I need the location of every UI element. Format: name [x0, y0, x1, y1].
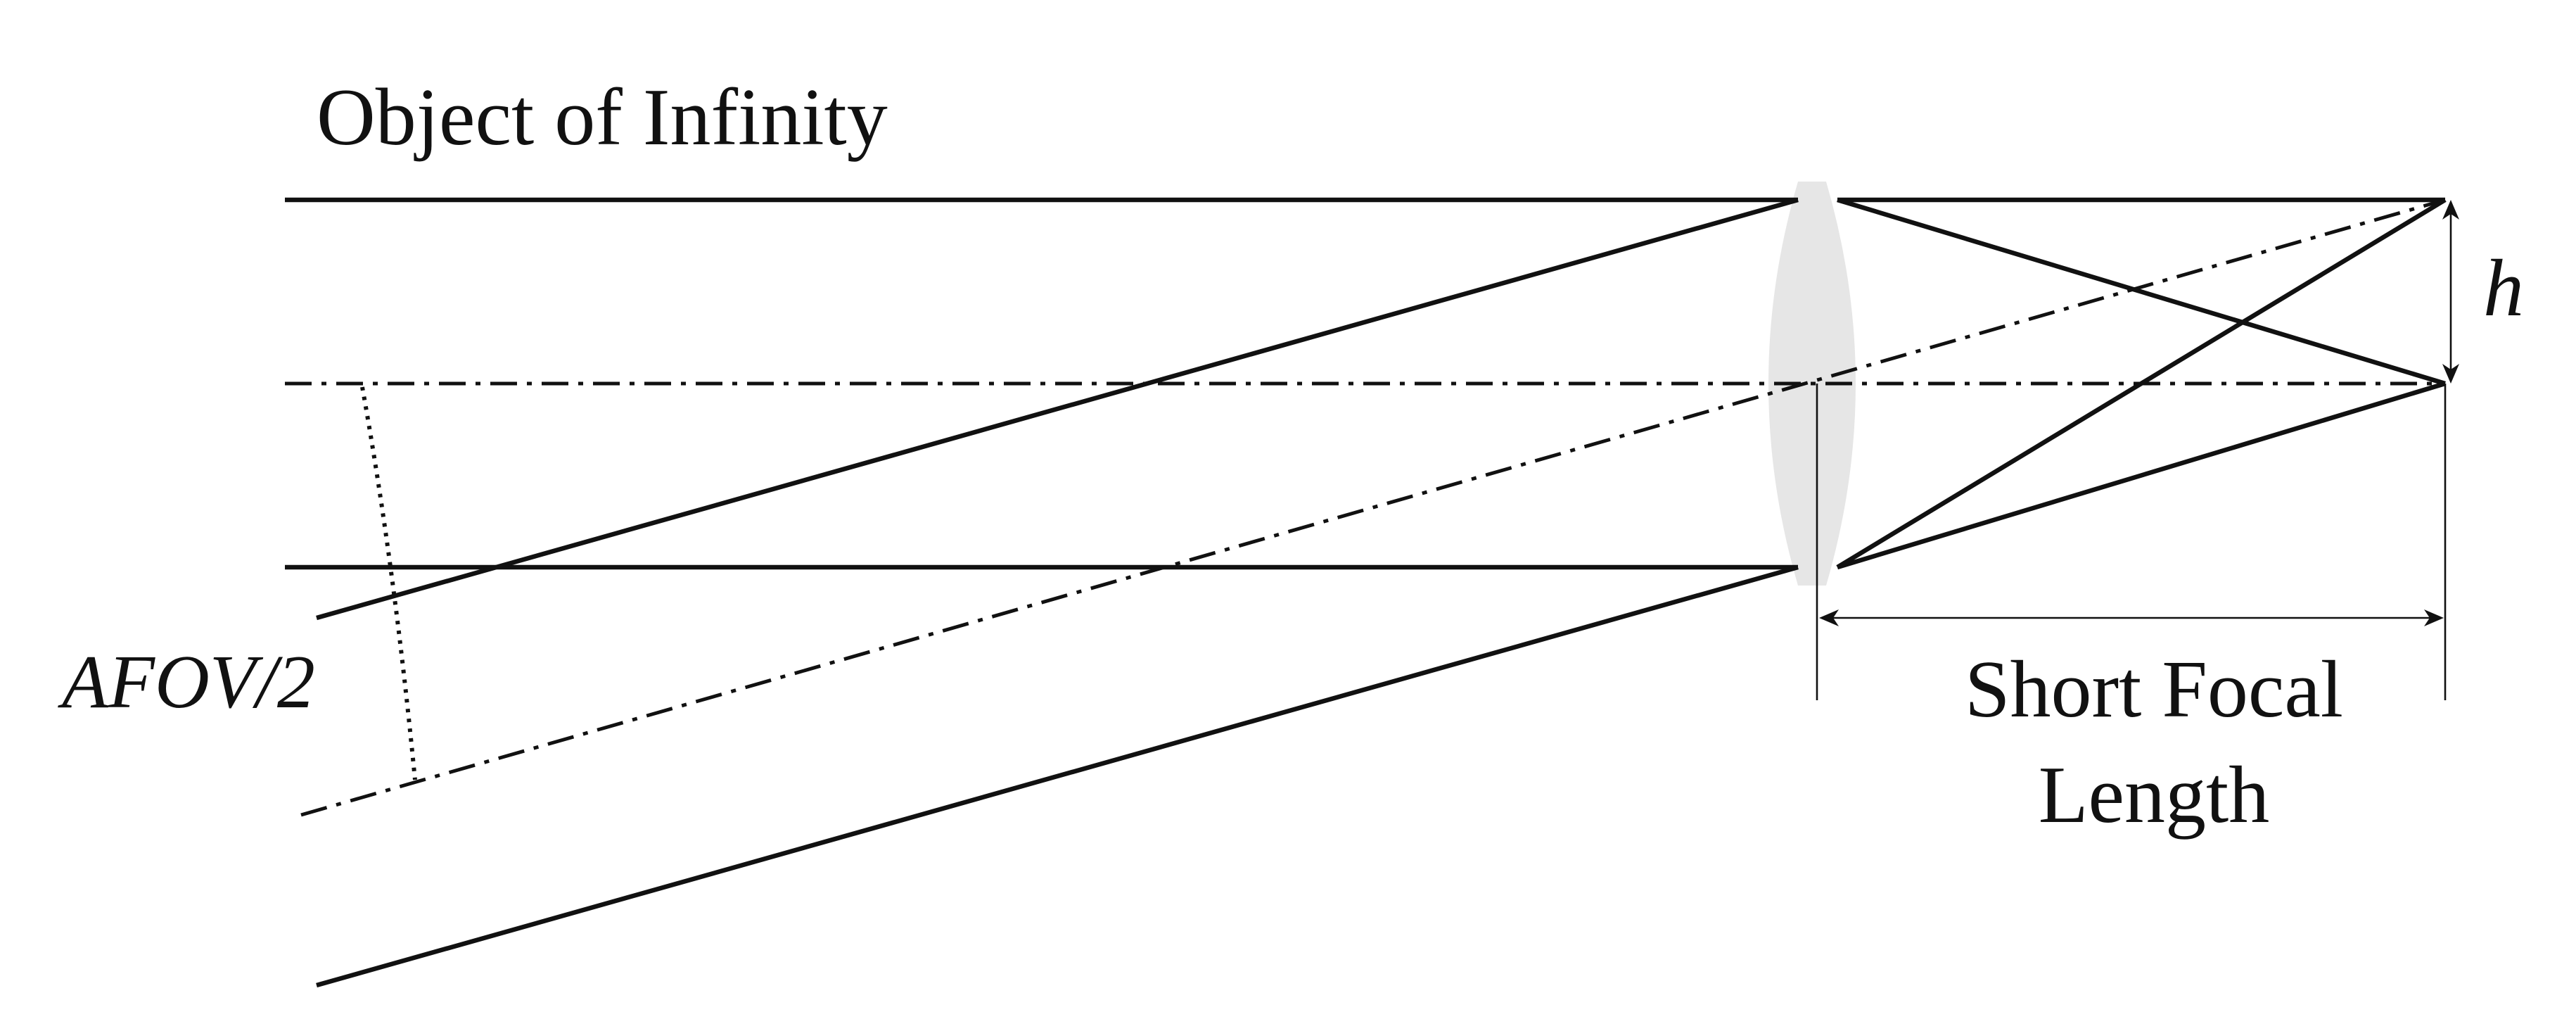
oblique-converge-bottom	[1836, 198, 2447, 569]
converge-top-to-focus	[1837, 197, 2446, 386]
image-height-label: h	[2483, 243, 2524, 334]
focal-length-label-line1: Short Focal	[1965, 645, 2343, 735]
oblique-ray-bottom	[316, 564, 1799, 988]
height-arrowhead-top	[2442, 200, 2459, 220]
focal-arrowhead-left	[1819, 609, 1839, 626]
focal-arrowhead-right	[2424, 609, 2444, 626]
converge-bottom-to-focus	[1837, 381, 2446, 570]
angle-arc	[360, 386, 417, 780]
oblique-chief-ray	[300, 198, 2446, 817]
diagram-title: Object of Infinity	[317, 72, 888, 163]
angle-label: AFOV/2	[58, 640, 315, 724]
height-arrowhead-bottom	[2442, 364, 2459, 384]
oblique-ray-top	[316, 197, 1799, 621]
focal-length-label-line2: Length	[2039, 750, 2270, 840]
